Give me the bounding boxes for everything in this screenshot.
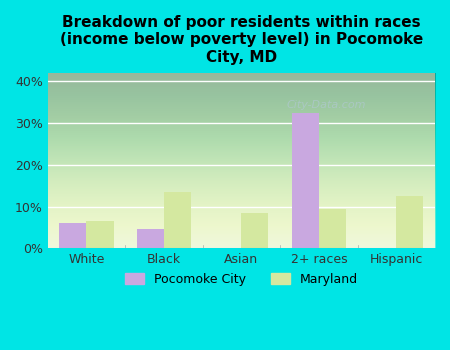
Bar — [137, 230, 164, 248]
Text: City-Data.com: City-Data.com — [287, 100, 366, 110]
Legend: Pocomoke City, Maryland: Pocomoke City, Maryland — [120, 268, 363, 291]
Bar — [241, 213, 269, 248]
Bar — [292, 113, 319, 248]
Title: Breakdown of poor residents within races
(income below poverty level) in Pocomok: Breakdown of poor residents within races… — [60, 15, 423, 65]
Bar — [319, 209, 346, 248]
Bar — [164, 192, 191, 248]
Bar — [396, 196, 423, 248]
Bar — [86, 221, 113, 248]
Bar — [59, 223, 86, 248]
